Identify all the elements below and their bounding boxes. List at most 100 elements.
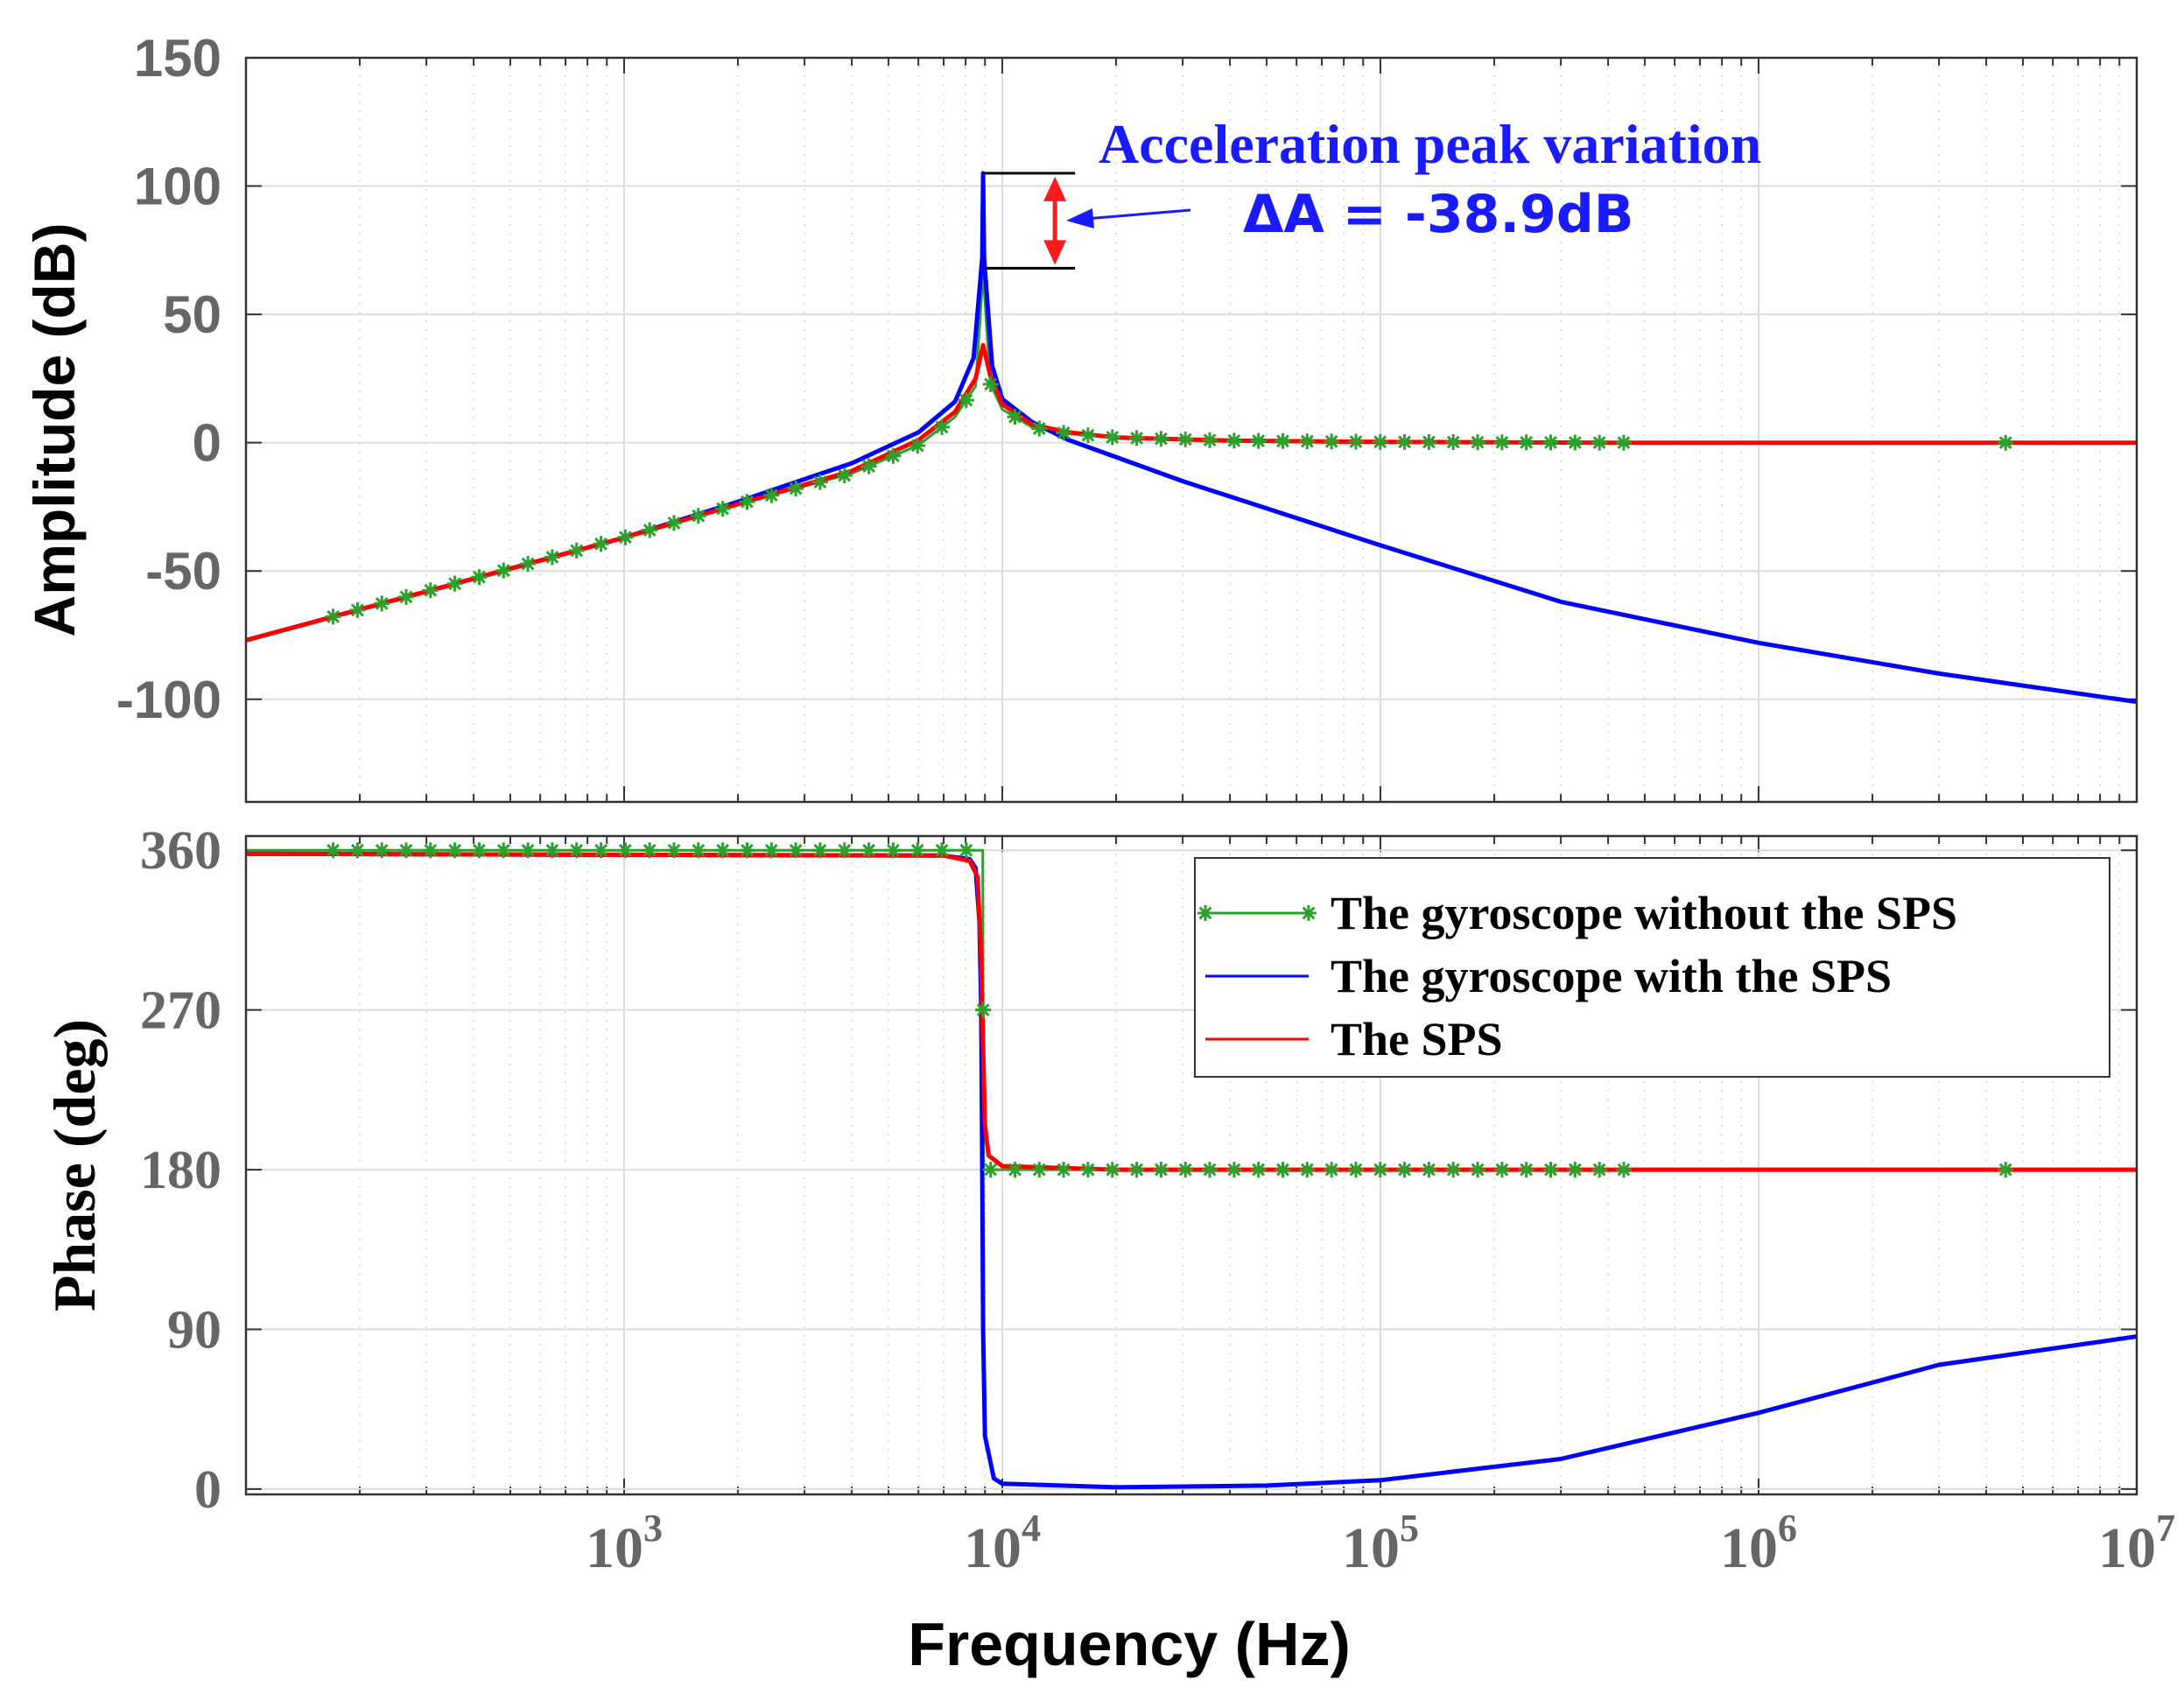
y-tick-label: -50 (145, 542, 221, 601)
annotation-title: Acceleration peak variation (1099, 113, 1761, 175)
legend-entries: The gyroscope without the SPS The gyrosco… (1197, 887, 1957, 1065)
marker-without-sps (471, 569, 488, 586)
amplitude-y-ticks: -100 -50 0 50 100 150 (116, 29, 221, 729)
amplitude-markers (325, 376, 2014, 625)
marker-without-sps (1998, 1162, 2014, 1178)
marker-without-sps (1591, 1162, 1608, 1178)
marker-without-sps (811, 842, 828, 859)
marker-without-sps (1202, 1162, 1218, 1178)
phase-y-ticks: 0 90 180 270 360 (140, 821, 221, 1520)
marker-without-sps (471, 842, 488, 859)
marker-without-sps (617, 842, 634, 859)
marker-without-sps (1542, 1162, 1559, 1178)
delta-arrow-head-bottom (1043, 240, 1067, 265)
marker-without-sps (1275, 1162, 1291, 1178)
marker-without-sps (714, 842, 731, 859)
marker-without-sps (1079, 1162, 1096, 1178)
y-tick-label: 0 (193, 414, 221, 473)
y-tick-label: 270 (140, 981, 221, 1041)
marker-without-sps (1445, 434, 1462, 450)
marker-without-sps (1421, 434, 1437, 450)
marker-without-sps (1591, 434, 1608, 451)
marker-without-sps (1056, 425, 1072, 441)
marker-without-sps (495, 842, 512, 859)
marker-without-sps (958, 842, 974, 859)
marker-without-sps (325, 608, 341, 625)
marker-without-sps (1616, 1162, 1632, 1178)
marker-without-sps (1128, 1162, 1145, 1178)
marker-without-sps (374, 595, 390, 612)
marker-without-sps (1104, 1162, 1120, 1178)
y-tick-label: 0 (194, 1460, 221, 1520)
peak-annotation: Acceleration peak variation ΔA = -38.9dB (983, 113, 1761, 270)
marker-without-sps (1202, 432, 1218, 448)
marker-without-sps (520, 556, 537, 572)
marker-without-sps (739, 494, 755, 510)
y-tick-label: 90 (167, 1300, 221, 1360)
marker-without-sps (1445, 1162, 1462, 1178)
marker-without-sps (1275, 432, 1291, 449)
x-axis-label: Frequency (Hz) (908, 1610, 1351, 1678)
amplitude-y-axis-label: Amplitude (dB) (22, 223, 87, 637)
marker-without-sps (934, 418, 950, 435)
marker-without-sps (885, 447, 902, 464)
marker-without-sps (1177, 431, 1194, 447)
marker-without-sps (714, 501, 731, 517)
x-tick-label: 103 (586, 1507, 663, 1580)
legend-marker (1301, 905, 1317, 921)
marker-without-sps (1031, 1162, 1048, 1178)
legend-marker (1197, 905, 1213, 921)
marker-without-sps (666, 842, 682, 859)
marker-without-sps (1225, 1162, 1242, 1178)
marker-without-sps (349, 601, 366, 618)
marker-without-sps (617, 529, 634, 545)
legend-label: The SPS (1331, 1013, 1503, 1065)
marker-without-sps (422, 842, 439, 859)
marker-without-sps (1007, 1162, 1023, 1178)
marker-without-sps (1153, 431, 1169, 447)
annotation-value: ΔA = -38.9dB (1243, 184, 1634, 245)
marker-without-sps (1153, 1162, 1169, 1178)
marker-without-sps (1518, 1162, 1534, 1178)
marker-without-sps (909, 438, 926, 453)
marker-without-sps (1396, 433, 1413, 450)
marker-without-sps (763, 842, 780, 859)
phase-markers (325, 842, 2014, 1178)
marker-without-sps (860, 842, 877, 859)
marker-without-sps (642, 522, 658, 538)
marker-without-sps (690, 842, 706, 859)
delta-arrow-head-top (1043, 176, 1067, 201)
marker-without-sps (544, 549, 560, 566)
series-line-with-sps (246, 171, 2137, 705)
x-tick-label: 106 (1720, 1507, 1797, 1580)
marker-without-sps (1396, 1162, 1413, 1178)
marker-without-sps (1007, 409, 1023, 425)
marker-without-sps (690, 508, 706, 524)
legend-label: The gyroscope without the SPS (1331, 887, 1957, 939)
marker-without-sps (1372, 1162, 1388, 1178)
marker-without-sps (593, 536, 609, 552)
marker-without-sps (1348, 433, 1364, 450)
x-tick-label: 104 (964, 1507, 1041, 1580)
marker-without-sps (1031, 420, 1048, 437)
marker-without-sps (520, 842, 537, 859)
marker-without-sps (1493, 1162, 1510, 1178)
marker-without-sps (836, 467, 853, 484)
marker-without-sps (642, 842, 658, 859)
phase-axes-box (244, 834, 2138, 1496)
marker-without-sps (885, 842, 902, 859)
x-tick-label: 107 (2098, 1507, 2175, 1580)
marker-without-sps (1128, 430, 1145, 446)
marker-without-sps (909, 842, 926, 859)
marker-without-sps (446, 842, 463, 859)
marker-without-sps (1299, 1162, 1316, 1178)
marker-without-sps (1518, 434, 1534, 451)
marker-without-sps (788, 481, 804, 497)
marker-without-sps (1998, 434, 2014, 451)
marker-without-sps (982, 1162, 999, 1178)
marker-without-sps (1470, 434, 1486, 451)
marker-without-sps (568, 542, 585, 559)
amplitude-axes-box (244, 56, 2138, 804)
legend-box (1194, 857, 2110, 1078)
marker-without-sps (1056, 1162, 1072, 1178)
